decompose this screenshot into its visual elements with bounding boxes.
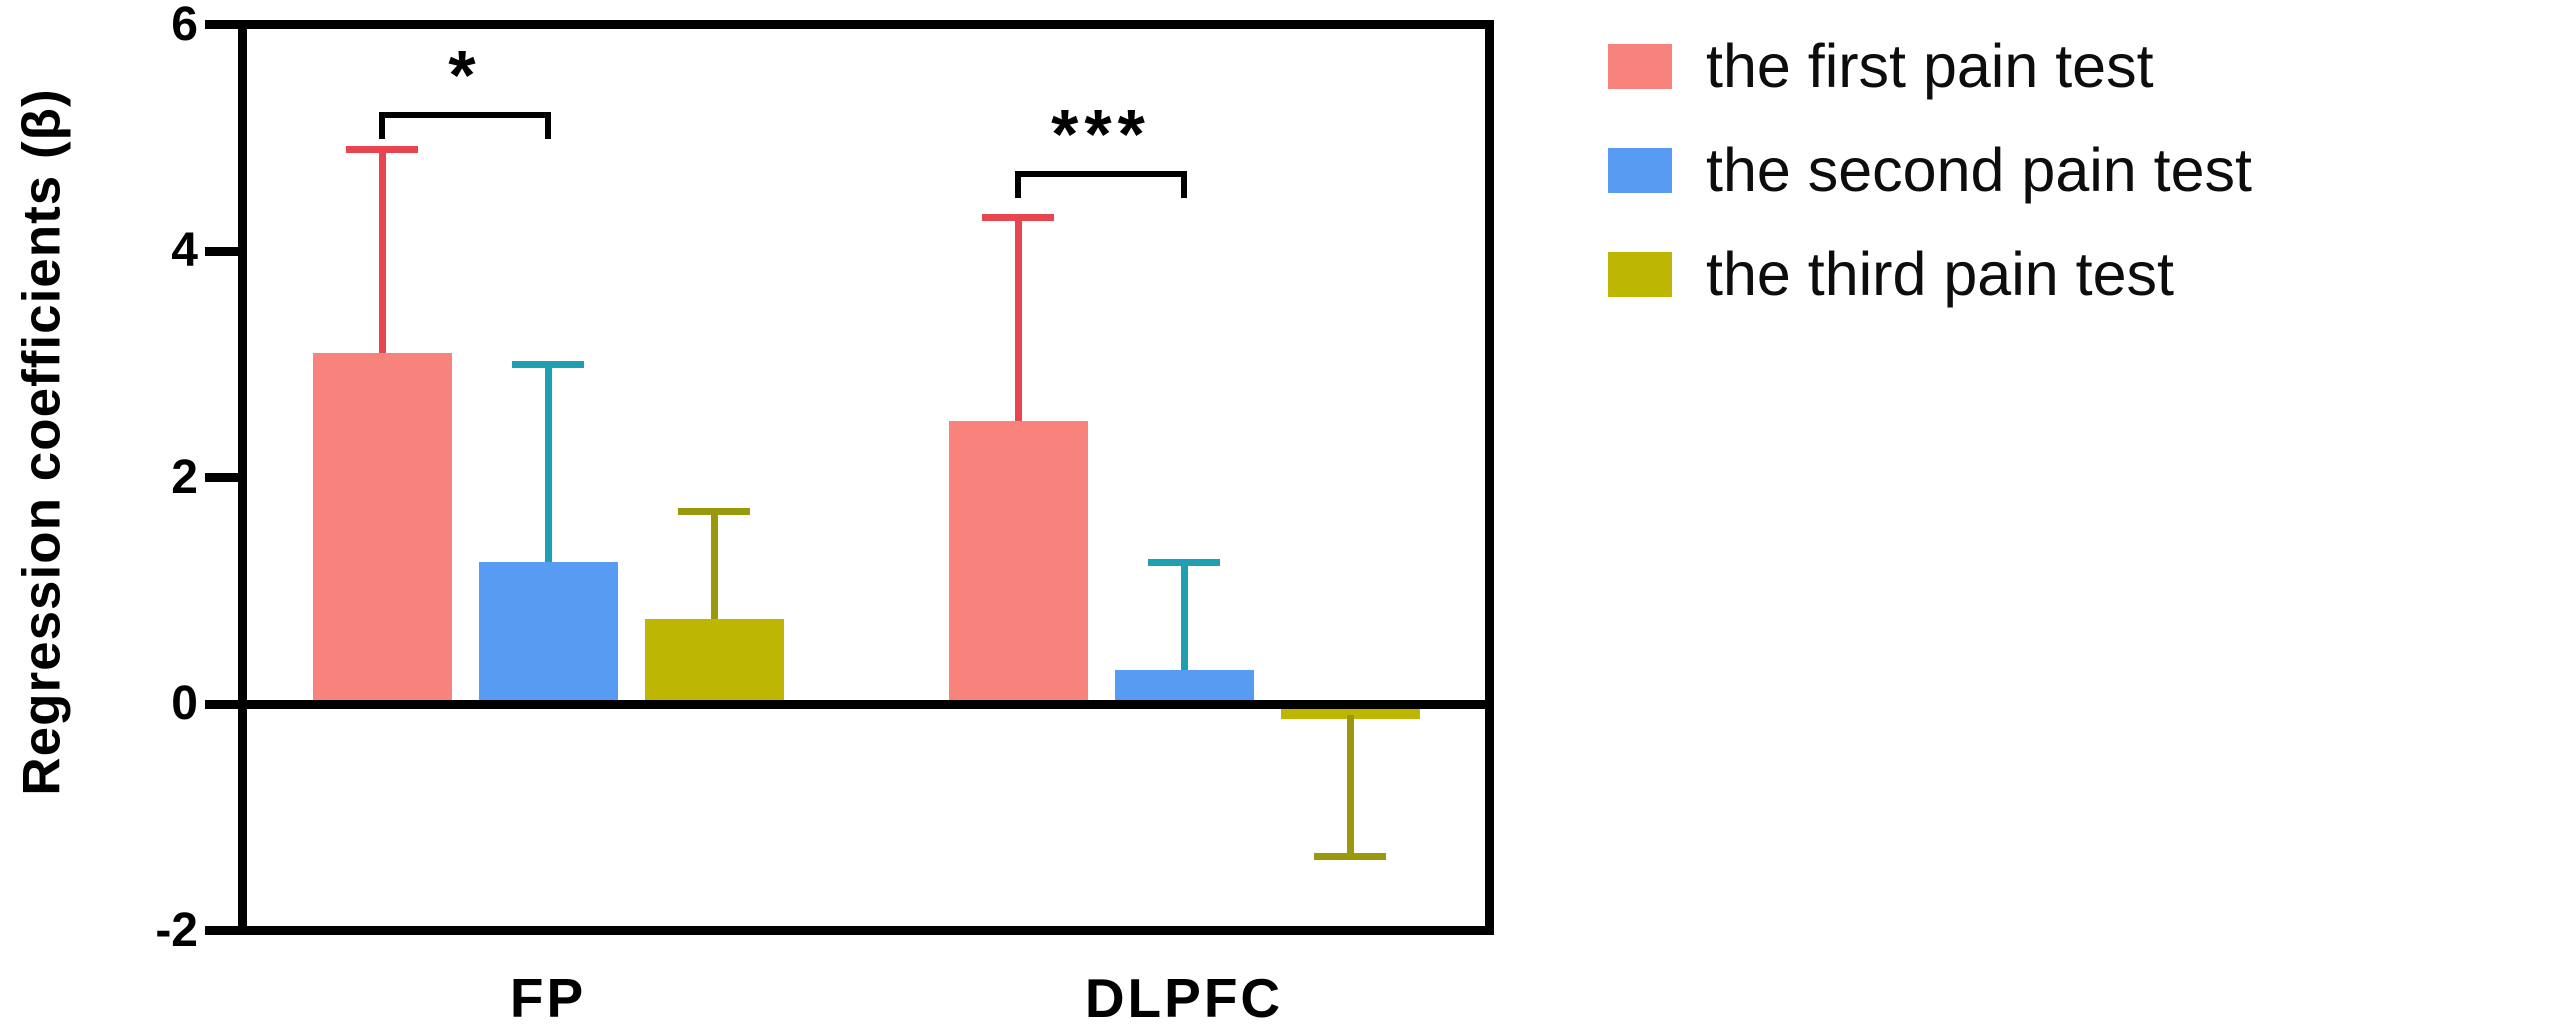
error-bar-cap — [512, 360, 584, 368]
legend-label: the third pain test — [1706, 240, 2174, 308]
legend-item: the third pain test — [1608, 238, 2174, 310]
y-tick-label--2: -2 — [155, 903, 198, 957]
x-label-DLPFC: DLPFC — [1084, 967, 1284, 1029]
legend-item: the first pain test — [1608, 30, 2154, 102]
error-bar-line — [544, 364, 552, 563]
legend-label: the second pain test — [1706, 136, 2252, 204]
y-tick-4 — [205, 246, 242, 256]
y-tick-label-4: 4 — [171, 224, 198, 277]
y-tick-0 — [205, 699, 242, 709]
error-bar-line — [1346, 715, 1354, 857]
y-tick-label-2: 2 — [171, 450, 198, 504]
error-bar-cap — [1314, 853, 1386, 861]
zero-line — [242, 699, 1489, 709]
y-tick--2 — [205, 926, 242, 935]
error-bar-cap — [678, 507, 750, 515]
y-tick-6 — [205, 20, 242, 29]
y-tick-label-0: 0 — [171, 677, 198, 730]
error-bar-cap — [982, 213, 1054, 221]
sig-label-FP: * — [448, 36, 482, 115]
error-bar-line — [1180, 562, 1188, 671]
sig-bracket-end — [1015, 173, 1021, 198]
error-bar-line — [710, 511, 718, 620]
legend-label: the first pain test — [1706, 32, 2154, 100]
y-tick-2 — [205, 473, 242, 482]
legend-item: the second pain test — [1608, 134, 2252, 206]
plot-area — [238, 20, 1494, 935]
sig-bracket-FP — [379, 112, 551, 119]
error-bar-cap — [346, 145, 418, 153]
error-bar-line — [1014, 217, 1022, 421]
legend-swatch — [1608, 43, 1672, 89]
sig-bracket-end — [379, 115, 385, 140]
y-tick-label-6: 6 — [171, 0, 198, 51]
sig-label-DLPFC: *** — [1051, 94, 1151, 173]
legend-swatch — [1608, 251, 1672, 297]
bar-FP-series3 — [644, 619, 784, 708]
sig-bracket-end — [1181, 173, 1187, 198]
legend-swatch — [1608, 147, 1672, 193]
error-bar-cap — [1148, 558, 1220, 566]
bar-FP-series2 — [478, 562, 618, 708]
error-bar-line — [378, 149, 386, 353]
x-label-FP: FP — [509, 967, 587, 1029]
sig-bracket-DLPFC — [1015, 170, 1187, 177]
bar-FP-series1 — [312, 352, 452, 708]
bar-DLPFC-series1 — [948, 420, 1088, 708]
sig-bracket-end — [545, 115, 551, 140]
